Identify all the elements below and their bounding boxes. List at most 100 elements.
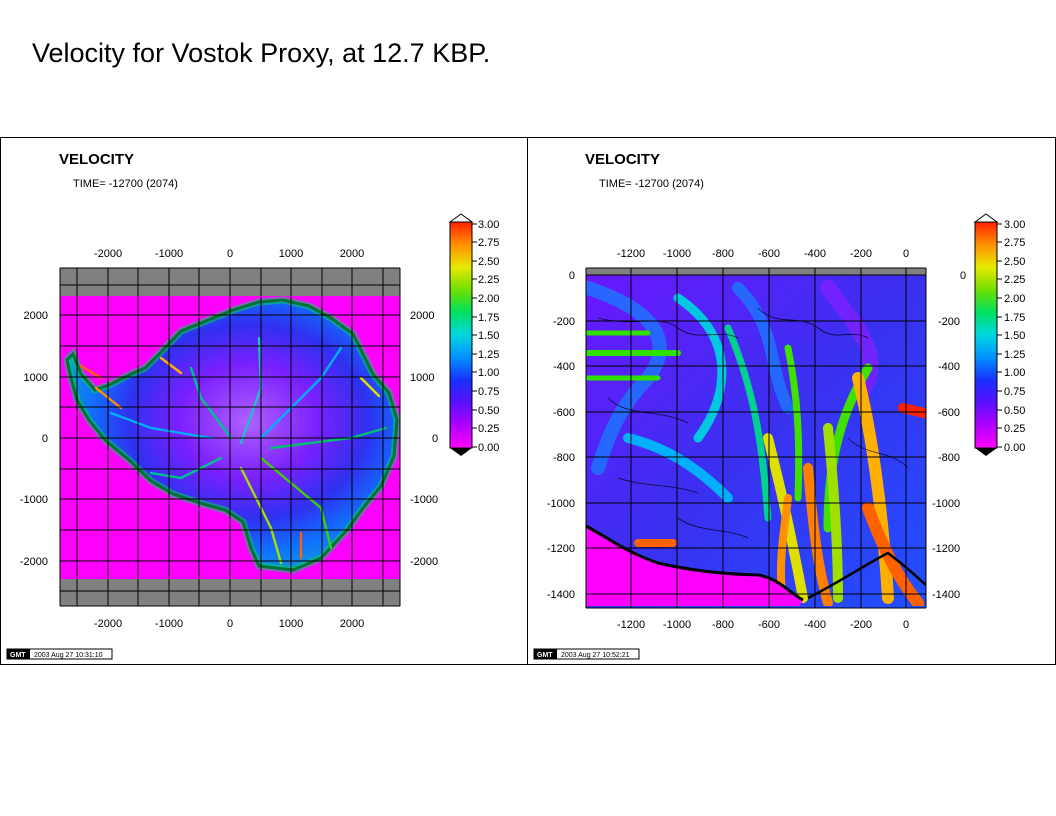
map-panel-continent: VELOCITY TIME= -12700 (2074) [0,137,528,665]
x-tick-label: 0 [227,618,233,630]
y-tick-label: -400 [553,361,575,373]
colorbar-label: 1.00 [1004,367,1025,379]
colorbar-label: 1.50 [1004,330,1025,342]
time-label: TIME= -12700 (2074) [599,178,704,190]
colorbar-label: 2.50 [478,256,499,268]
colorbar-label: 0.00 [1004,442,1025,454]
x-axis-bottom: -2000 -1000 0 1000 2000 [94,618,364,630]
y-tick-label: -1000 [410,494,438,506]
panel-title: VELOCITY [585,151,660,168]
gmt-logo: GMT [537,652,553,659]
x-tick-label: 1000 [279,248,303,260]
y-tick-label: -1000 [20,494,48,506]
colorbar-label: 0.50 [478,405,499,417]
x-tick-label: -1000 [155,618,183,630]
colorbar-label: 3.00 [478,219,499,231]
map-panel-zoom: VELOCITY TIME= -12700 (2074) [527,137,1056,665]
x-axis-top: -1200 -1000 -800 -600 -400 -200 0 [617,248,909,260]
x-axis-bottom: -1200 -1000 -800 -600 -400 -200 0 [617,619,909,631]
x-tick-label: -800 [712,248,734,260]
colorbar-label: 2.25 [478,274,499,286]
y-tick-label: -600 [938,407,960,419]
colorbar-label: 0.25 [478,423,499,435]
colorbar-label: 2.25 [1004,274,1025,286]
colorbar-label: 2.75 [1004,237,1025,249]
y-axis-right: 0 -200 -400 -600 -800 -1000 -1200 -1400 [932,270,966,601]
y-tick-label: -800 [938,452,960,464]
colorbar-label: 1.00 [478,367,499,379]
colorbar-label: 1.75 [478,312,499,324]
colorbar: 3.00 2.75 2.50 2.25 2.00 1.75 1.50 1.25 … [448,213,499,456]
y-tick-label: -200 [938,316,960,328]
x-tick-label: -2000 [94,618,122,630]
x-tick-label: 0 [227,248,233,260]
panel-title: VELOCITY [59,151,134,168]
gmt-stamp: 2003 Aug 27 10:52:21 [561,652,630,659]
colorbar-label: 0.75 [478,386,499,398]
y-tick-label: 2000 [410,310,434,322]
y-axis-left: 2000 1000 0 -1000 -2000 [20,310,48,568]
x-tick-label: 2000 [340,618,364,630]
zoom-velocity-field [586,280,926,606]
x-tick-label: 1000 [279,618,303,630]
y-tick-label: 1000 [24,372,48,384]
colorbar-label: 2.75 [478,237,499,249]
colorbar-label: 1.75 [1004,312,1025,324]
y-tick-label: 0 [432,433,438,445]
x-tick-label: 0 [903,619,909,631]
colorbar: 3.00 2.75 2.50 2.25 2.00 1.75 1.50 1.25 … [973,213,1025,456]
y-tick-label: -1000 [547,498,575,510]
x-tick-label: -1200 [617,619,645,631]
y-tick-label: -2000 [410,556,438,568]
x-tick-label: 0 [903,248,909,260]
y-axis-left: 0 -200 -400 -600 -800 -1000 -1200 -1400 [547,270,575,601]
x-tick-label: -1000 [155,248,183,260]
map-grid [585,267,927,609]
y-tick-label: -1200 [547,543,575,555]
colorbar-label: 0.75 [1004,386,1025,398]
y-tick-label: -1400 [547,589,575,601]
y-tick-label: -1200 [932,543,960,555]
x-tick-label: -200 [850,248,872,260]
slide-title: Velocity for Vostok Proxy, at 12.7 KBP. [32,38,491,68]
x-tick-label: -1000 [663,619,691,631]
y-tick-label: -1400 [932,589,960,601]
y-tick-label: -400 [938,361,960,373]
x-tick-label: 2000 [340,248,364,260]
gmt-stamp: 2003 Aug 27 10:31:10 [34,652,103,659]
x-tick-label: -600 [758,619,780,631]
x-tick-label: -400 [804,619,826,631]
time-label: TIME= -12700 (2074) [73,178,178,190]
y-axis-right: 2000 1000 0 -1000 -2000 [410,310,438,568]
y-tick-label: -600 [553,407,575,419]
x-tick-label: -2000 [94,248,122,260]
continent-velocity-field [63,296,400,574]
colorbar-label: 0.50 [1004,405,1025,417]
y-tick-label: 1000 [410,372,434,384]
y-tick-label: -200 [553,316,575,328]
x-tick-label: -400 [804,248,826,260]
x-tick-label: -1200 [617,248,645,260]
y-tick-label: -800 [553,452,575,464]
x-tick-label: -800 [712,619,734,631]
y-tick-label: 0 [42,433,48,445]
colorbar-label: 2.00 [1004,293,1025,305]
gmt-timestamp: GMT 2003 Aug 27 10:52:21 [533,648,640,660]
gmt-timestamp: GMT 2003 Aug 27 10:31:10 [6,648,113,660]
colorbar-label: 3.00 [1004,219,1025,231]
colorbar-label: 1.25 [1004,349,1025,361]
colorbar-label: 2.00 [478,293,499,305]
colorbar-label: 1.50 [478,330,499,342]
colorbar-label: 2.50 [1004,256,1025,268]
y-tick-label: -2000 [20,556,48,568]
colorbar-label: 0.25 [1004,423,1025,435]
x-tick-label: -600 [758,248,780,260]
colorbar-label: 0.00 [478,442,499,454]
x-tick-label: -1000 [663,248,691,260]
y-tick-label: -1000 [932,498,960,510]
colorbar-label: 1.25 [478,349,499,361]
y-tick-label: 0 [569,270,575,282]
y-tick-label: 2000 [24,310,48,322]
map-grid [59,267,401,607]
x-axis-top: -2000 -1000 0 1000 2000 [94,248,364,260]
